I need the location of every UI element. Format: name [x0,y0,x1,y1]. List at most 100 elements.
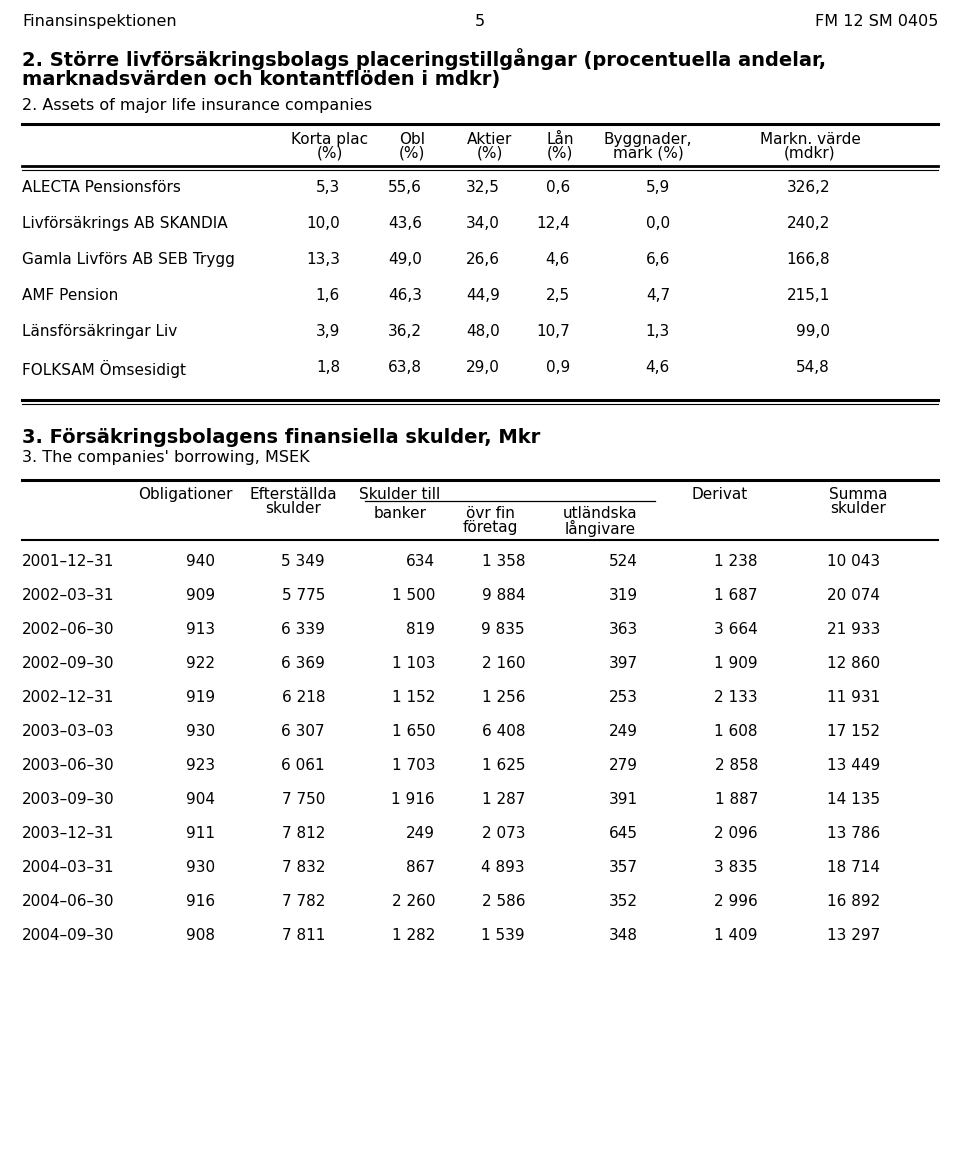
Text: 5,3: 5,3 [316,180,340,195]
Text: 2003–12–31: 2003–12–31 [22,826,114,841]
Text: 6 408: 6 408 [482,724,525,739]
Text: 21 933: 21 933 [827,622,880,637]
Text: 348: 348 [609,928,638,943]
Text: 634: 634 [406,554,435,569]
Text: 16 892: 16 892 [827,894,880,909]
Text: 46,3: 46,3 [388,288,422,303]
Text: 13,3: 13,3 [306,252,340,267]
Text: 2 260: 2 260 [392,894,435,909]
Text: 2 096: 2 096 [714,826,758,841]
Text: 2004–09–30: 2004–09–30 [22,928,114,943]
Text: 940: 940 [186,554,215,569]
Text: 99,0: 99,0 [796,324,830,339]
Text: 1 909: 1 909 [714,656,758,671]
Text: (%): (%) [398,146,425,161]
Text: (%): (%) [547,146,573,161]
Text: 1 539: 1 539 [481,928,525,943]
Text: 1 358: 1 358 [482,554,525,569]
Text: 867: 867 [406,859,435,876]
Text: 6 339: 6 339 [281,622,325,637]
Text: 908: 908 [186,928,215,943]
Text: Efterställda: Efterställda [250,487,337,502]
Text: 7 812: 7 812 [281,826,325,841]
Text: 645: 645 [609,826,638,841]
Text: Länsförsäkringar Liv: Länsförsäkringar Liv [22,324,178,339]
Text: 2. Assets of major life insurance companies: 2. Assets of major life insurance compan… [22,98,372,113]
Text: 29,0: 29,0 [467,360,500,375]
Text: 1 650: 1 650 [392,724,435,739]
Text: 1 282: 1 282 [392,928,435,943]
Text: 13 449: 13 449 [827,758,880,773]
Text: (%): (%) [317,146,343,161]
Text: långivare: långivare [564,520,636,537]
Text: 930: 930 [186,859,215,876]
Text: 12 860: 12 860 [827,656,880,671]
Text: Livförsäkrings AB SKANDIA: Livförsäkrings AB SKANDIA [22,216,228,231]
Text: Byggnader,: Byggnader, [604,132,692,147]
Text: 1 608: 1 608 [714,724,758,739]
Text: 1,3: 1,3 [646,324,670,339]
Text: 7 750: 7 750 [281,792,325,807]
Text: 13 786: 13 786 [827,826,880,841]
Text: 26,6: 26,6 [466,252,500,267]
Text: 524: 524 [610,554,638,569]
Text: 1 625: 1 625 [482,758,525,773]
Text: 10,0: 10,0 [306,216,340,231]
Text: 1 916: 1 916 [392,792,435,807]
Text: 2 586: 2 586 [482,894,525,909]
Text: 357: 357 [609,859,638,876]
Text: 9 835: 9 835 [481,622,525,637]
Text: 2 996: 2 996 [714,894,758,909]
Text: 5 775: 5 775 [281,588,325,603]
Text: 253: 253 [609,691,638,705]
Text: 6 218: 6 218 [281,691,325,705]
Text: 3. Försäkringsbolagens finansiella skulder, Mkr: 3. Försäkringsbolagens finansiella skuld… [22,427,540,447]
Text: 0,0: 0,0 [646,216,670,231]
Text: 1 500: 1 500 [392,588,435,603]
Text: 1 287: 1 287 [482,792,525,807]
Text: 922: 922 [186,656,215,671]
Text: 1 238: 1 238 [714,554,758,569]
Text: 6 061: 6 061 [281,758,325,773]
Text: 2002–12–31: 2002–12–31 [22,691,114,705]
Text: Summa: Summa [828,487,887,502]
Text: 930: 930 [186,724,215,739]
Text: 5,9: 5,9 [646,180,670,195]
Text: övr fin: övr fin [466,506,515,520]
Text: 923: 923 [186,758,215,773]
Text: 249: 249 [609,724,638,739]
Text: 2003–06–30: 2003–06–30 [22,758,114,773]
Text: 20 074: 20 074 [827,588,880,603]
Text: Obl: Obl [399,132,425,147]
Text: Derivat: Derivat [692,487,748,502]
Text: 2 133: 2 133 [714,691,758,705]
Text: 11 931: 11 931 [827,691,880,705]
Text: 17 152: 17 152 [827,724,880,739]
Text: 3,9: 3,9 [316,324,340,339]
Text: ALECTA Pensionsförs: ALECTA Pensionsförs [22,180,180,195]
Text: Aktier: Aktier [468,132,513,147]
Text: FM 12 SM 0405: FM 12 SM 0405 [815,14,938,29]
Text: 2 858: 2 858 [714,758,758,773]
Text: 2,5: 2,5 [546,288,570,303]
Text: 2002–03–31: 2002–03–31 [22,588,114,603]
Text: 1 887: 1 887 [714,792,758,807]
Text: företag: företag [463,520,517,535]
Text: Lån: Lån [546,132,574,147]
Text: 4,7: 4,7 [646,288,670,303]
Text: 919: 919 [186,691,215,705]
Text: 2003–03–03: 2003–03–03 [22,724,114,739]
Text: 13 297: 13 297 [827,928,880,943]
Text: 55,6: 55,6 [388,180,422,195]
Text: 319: 319 [609,588,638,603]
Text: Gamla Livförs AB SEB Trygg: Gamla Livförs AB SEB Trygg [22,252,235,267]
Text: 7 832: 7 832 [281,859,325,876]
Text: 2002–06–30: 2002–06–30 [22,622,114,637]
Text: AMF Pension: AMF Pension [22,288,118,303]
Text: 2 160: 2 160 [482,656,525,671]
Text: 32,5: 32,5 [467,180,500,195]
Text: utländska: utländska [563,506,637,520]
Text: 34,0: 34,0 [467,216,500,231]
Text: 10,7: 10,7 [537,324,570,339]
Text: 1 409: 1 409 [714,928,758,943]
